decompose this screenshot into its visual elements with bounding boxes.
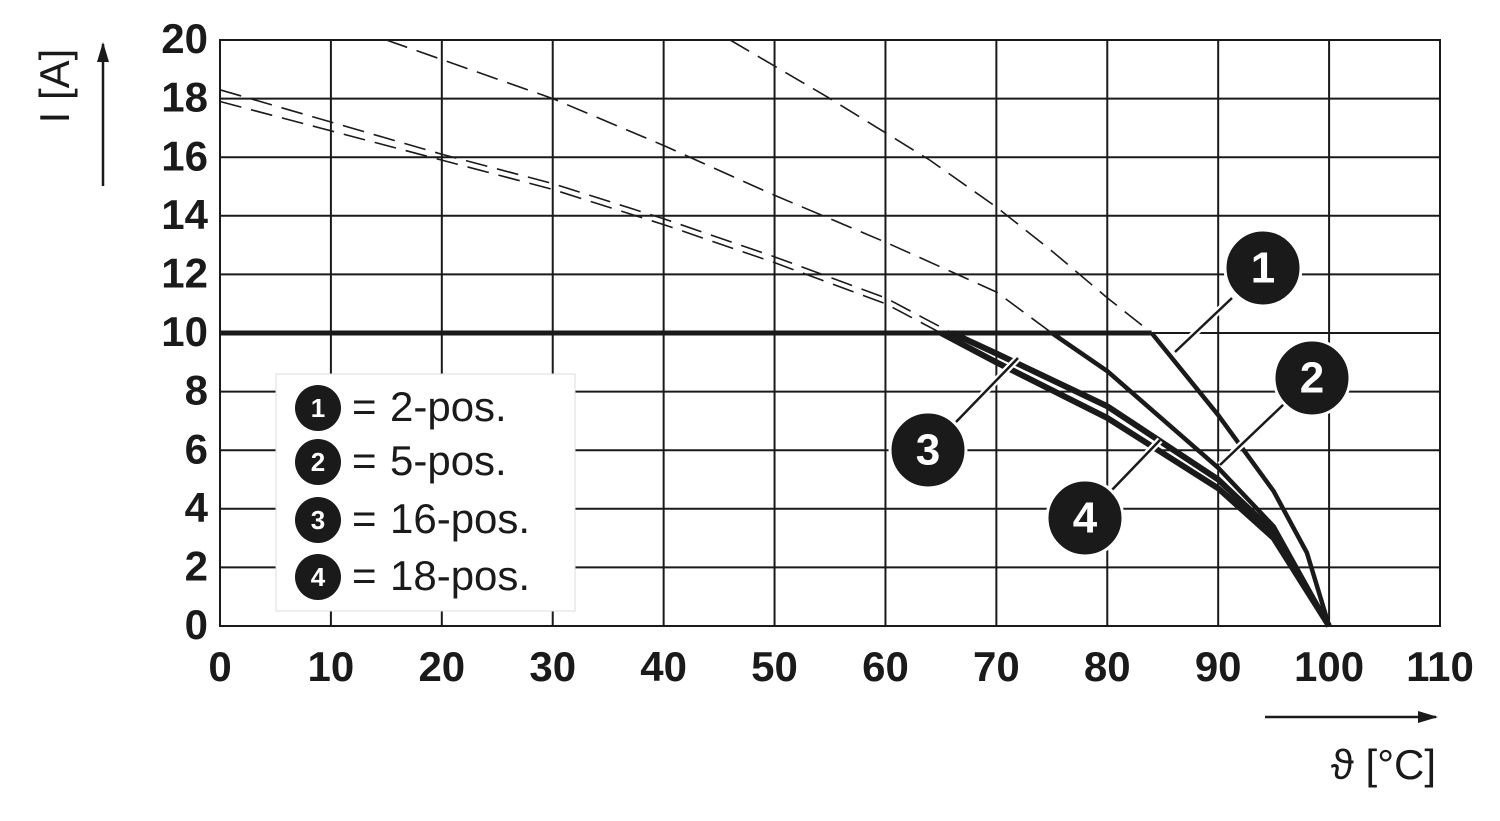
derating-curve	[950, 330, 1332, 628]
dashed-curve	[729, 39, 1153, 334]
legend-label: 18-pos.	[390, 552, 530, 599]
x-tick-label: 50	[751, 643, 798, 690]
callouts: 1 2 3 4	[888, 228, 1352, 558]
y-tick-label: 14	[161, 191, 208, 238]
legend-badge-number: 3	[311, 505, 325, 535]
legend-badge	[295, 497, 341, 543]
y-tick-label: 0	[185, 601, 208, 648]
y-tick-label: 20	[161, 15, 208, 62]
y-tick-label: 16	[161, 132, 208, 179]
callout-badge	[1045, 478, 1125, 558]
y-tick-label: 10	[161, 308, 208, 355]
legend-label: 5-pos.	[390, 437, 507, 484]
legend-equals: =	[352, 383, 377, 430]
y-tick-label: 12	[161, 249, 208, 296]
dashed-curve	[386, 39, 1053, 334]
x-tick-label: 0	[208, 643, 231, 690]
legend-badge-number: 1	[311, 393, 325, 423]
dashed-curve	[219, 100, 942, 334]
x-tick-label: 90	[1195, 643, 1242, 690]
x-axis-label: ϑ [°C]	[1331, 741, 1436, 788]
callout-number: 4	[1073, 494, 1098, 543]
legend-equals: =	[352, 552, 377, 599]
x-tick-label: 40	[640, 643, 687, 690]
legend-badge-number: 2	[311, 447, 325, 477]
x-tick-label: 70	[973, 643, 1020, 690]
x-tick-label: 30	[529, 643, 576, 690]
callout-badge	[1272, 338, 1352, 418]
x-tick-label: 100	[1294, 643, 1364, 690]
y-tick-label: 4	[185, 484, 209, 531]
legend-label: 2-pos.	[390, 383, 507, 430]
legend-badge	[295, 554, 341, 600]
legend-badge	[295, 385, 341, 431]
legend-equals: =	[352, 495, 377, 542]
curves	[219, 39, 1332, 628]
legend-entries: 1 = 2-pos. 2 = 5-pos. 3 = 16-pos. 4 = 18-pos.	[295, 383, 530, 600]
x-tick-label: 110	[1406, 643, 1474, 690]
callout-number: 1	[1251, 244, 1275, 293]
y-tick-label: 6	[185, 425, 208, 472]
legend-badge-number: 4	[311, 562, 326, 592]
callout-number: 2	[1300, 354, 1324, 403]
legend-badge	[295, 439, 341, 485]
y-tick-label: 8	[185, 367, 208, 414]
callout-badge	[1223, 228, 1303, 308]
legend-label: 16-pos.	[390, 495, 530, 542]
x-tick-label: 20	[418, 643, 465, 690]
y-tick-label: 2	[185, 542, 208, 589]
y-tick-label: 18	[161, 74, 208, 121]
legend-equals: =	[352, 437, 377, 484]
x-tick-label: 60	[862, 643, 909, 690]
callout-leader	[955, 357, 1019, 423]
callout-leader	[1174, 297, 1233, 353]
callout-leader	[1109, 439, 1161, 493]
callout-badge	[888, 410, 968, 490]
callout-number: 3	[916, 426, 940, 475]
x-tick-label: 80	[1084, 643, 1131, 690]
derating-curve	[1149, 331, 1332, 627]
dashed-curve	[219, 89, 953, 334]
callout-leader	[1219, 403, 1285, 466]
y-axis-label: I [A]	[31, 49, 78, 124]
plot-frame	[219, 39, 1441, 627]
x-tick-label: 10	[308, 643, 355, 690]
